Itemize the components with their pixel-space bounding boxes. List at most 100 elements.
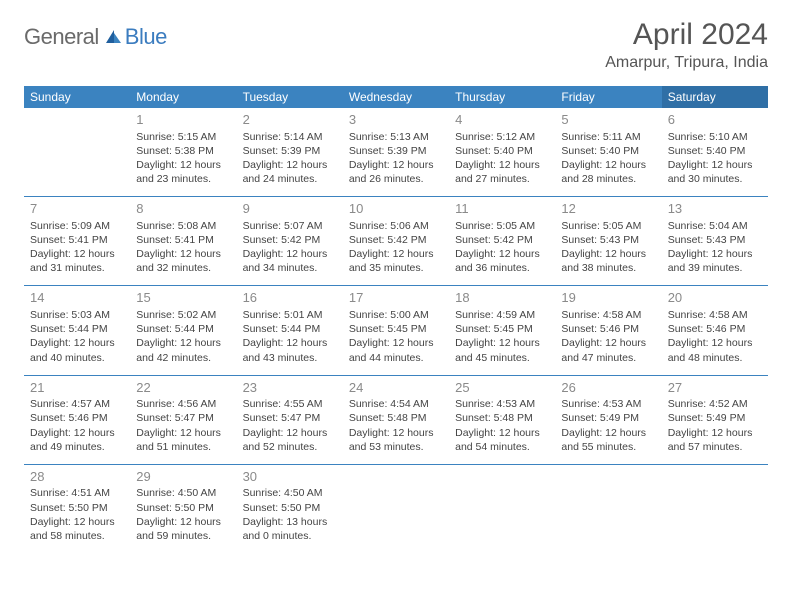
dow-monday: Monday xyxy=(130,86,236,108)
sunrise-line: Sunrise: 5:05 AM xyxy=(455,219,549,233)
sunrise-line: Sunrise: 4:56 AM xyxy=(136,397,230,411)
sunset-line: Sunset: 5:48 PM xyxy=(455,411,549,425)
sunrise-line: Sunrise: 4:57 AM xyxy=(30,397,124,411)
sunrise-line: Sunrise: 5:05 AM xyxy=(561,219,655,233)
day-cell: 26Sunrise: 4:53 AMSunset: 5:49 PMDayligh… xyxy=(555,376,661,465)
sunrise-line: Sunrise: 4:51 AM xyxy=(30,486,124,500)
day-number: 26 xyxy=(561,379,655,397)
sunset-line: Sunset: 5:46 PM xyxy=(561,322,655,336)
day-number: 2 xyxy=(243,111,337,129)
sunset-line: Sunset: 5:42 PM xyxy=(243,233,337,247)
sunrise-line: Sunrise: 5:02 AM xyxy=(136,308,230,322)
sunset-line: Sunset: 5:44 PM xyxy=(136,322,230,336)
day-number: 16 xyxy=(243,289,337,307)
day-cell: 1Sunrise: 5:15 AMSunset: 5:38 PMDaylight… xyxy=(130,108,236,197)
day-cell: 24Sunrise: 4:54 AMSunset: 5:48 PMDayligh… xyxy=(343,376,449,465)
day-number: 13 xyxy=(668,200,762,218)
sunrise-line: Sunrise: 5:11 AM xyxy=(561,130,655,144)
sunrise-line: Sunrise: 5:09 AM xyxy=(30,219,124,233)
day-number: 4 xyxy=(455,111,549,129)
day-number: 3 xyxy=(349,111,443,129)
day-number: 8 xyxy=(136,200,230,218)
dow-wednesday: Wednesday xyxy=(343,86,449,108)
sunset-line: Sunset: 5:48 PM xyxy=(349,411,443,425)
day-cell xyxy=(555,465,661,553)
sunrise-line: Sunrise: 5:01 AM xyxy=(243,308,337,322)
daylight-line: Daylight: 12 hours and 53 minutes. xyxy=(349,426,443,454)
day-number: 5 xyxy=(561,111,655,129)
header: General Blue April 2024 Amarpur, Tripura… xyxy=(24,18,768,72)
daylight-line: Daylight: 12 hours and 34 minutes. xyxy=(243,247,337,275)
day-cell: 3Sunrise: 5:13 AMSunset: 5:39 PMDaylight… xyxy=(343,108,449,197)
day-number: 11 xyxy=(455,200,549,218)
sunset-line: Sunset: 5:41 PM xyxy=(30,233,124,247)
daylight-line: Daylight: 12 hours and 39 minutes. xyxy=(668,247,762,275)
daylight-line: Daylight: 12 hours and 36 minutes. xyxy=(455,247,549,275)
dow-friday: Friday xyxy=(555,86,661,108)
sunset-line: Sunset: 5:45 PM xyxy=(349,322,443,336)
daylight-line: Daylight: 12 hours and 51 minutes. xyxy=(136,426,230,454)
day-number: 25 xyxy=(455,379,549,397)
day-number: 1 xyxy=(136,111,230,129)
sunset-line: Sunset: 5:47 PM xyxy=(136,411,230,425)
month-title: April 2024 xyxy=(605,18,768,52)
daylight-line: Daylight: 12 hours and 48 minutes. xyxy=(668,336,762,364)
sunset-line: Sunset: 5:45 PM xyxy=(455,322,549,336)
day-number: 23 xyxy=(243,379,337,397)
daylight-line: Daylight: 12 hours and 40 minutes. xyxy=(30,336,124,364)
dow-saturday: Saturday xyxy=(662,86,768,108)
daylight-line: Daylight: 12 hours and 38 minutes. xyxy=(561,247,655,275)
sunrise-line: Sunrise: 4:55 AM xyxy=(243,397,337,411)
dow-thursday: Thursday xyxy=(449,86,555,108)
day-cell: 21Sunrise: 4:57 AMSunset: 5:46 PMDayligh… xyxy=(24,376,130,465)
day-cell: 25Sunrise: 4:53 AMSunset: 5:48 PMDayligh… xyxy=(449,376,555,465)
day-cell xyxy=(24,108,130,197)
dow-row: Sunday Monday Tuesday Wednesday Thursday… xyxy=(24,86,768,108)
sunrise-line: Sunrise: 5:04 AM xyxy=(668,219,762,233)
daylight-line: Daylight: 12 hours and 59 minutes. xyxy=(136,515,230,543)
day-cell: 20Sunrise: 4:58 AMSunset: 5:46 PMDayligh… xyxy=(662,286,768,375)
sunrise-line: Sunrise: 5:08 AM xyxy=(136,219,230,233)
week-row: 14Sunrise: 5:03 AMSunset: 5:44 PMDayligh… xyxy=(24,286,768,375)
sunrise-line: Sunrise: 4:59 AM xyxy=(455,308,549,322)
day-cell: 18Sunrise: 4:59 AMSunset: 5:45 PMDayligh… xyxy=(449,286,555,375)
sunset-line: Sunset: 5:49 PM xyxy=(668,411,762,425)
sunset-line: Sunset: 5:40 PM xyxy=(561,144,655,158)
sunrise-line: Sunrise: 4:53 AM xyxy=(561,397,655,411)
logo: General Blue xyxy=(24,24,167,50)
title-block: April 2024 Amarpur, Tripura, India xyxy=(605,18,768,72)
sunrise-line: Sunrise: 4:54 AM xyxy=(349,397,443,411)
day-number: 10 xyxy=(349,200,443,218)
daylight-line: Daylight: 12 hours and 26 minutes. xyxy=(349,158,443,186)
sunrise-line: Sunrise: 4:50 AM xyxy=(243,486,337,500)
day-cell: 2Sunrise: 5:14 AMSunset: 5:39 PMDaylight… xyxy=(237,108,343,197)
daylight-line: Daylight: 12 hours and 45 minutes. xyxy=(455,336,549,364)
sunrise-line: Sunrise: 5:00 AM xyxy=(349,308,443,322)
day-cell xyxy=(343,465,449,553)
day-number: 20 xyxy=(668,289,762,307)
sunrise-line: Sunrise: 4:58 AM xyxy=(561,308,655,322)
sunset-line: Sunset: 5:43 PM xyxy=(668,233,762,247)
day-number: 29 xyxy=(136,468,230,486)
day-cell xyxy=(662,465,768,553)
daylight-line: Daylight: 12 hours and 54 minutes. xyxy=(455,426,549,454)
sunset-line: Sunset: 5:41 PM xyxy=(136,233,230,247)
day-cell: 17Sunrise: 5:00 AMSunset: 5:45 PMDayligh… xyxy=(343,286,449,375)
sunset-line: Sunset: 5:44 PM xyxy=(243,322,337,336)
logo-text-blue: Blue xyxy=(125,24,167,50)
day-number: 30 xyxy=(243,468,337,486)
sunset-line: Sunset: 5:40 PM xyxy=(455,144,549,158)
day-cell: 4Sunrise: 5:12 AMSunset: 5:40 PMDaylight… xyxy=(449,108,555,197)
day-number: 24 xyxy=(349,379,443,397)
daylight-line: Daylight: 12 hours and 28 minutes. xyxy=(561,158,655,186)
day-number: 6 xyxy=(668,111,762,129)
day-cell: 15Sunrise: 5:02 AMSunset: 5:44 PMDayligh… xyxy=(130,286,236,375)
week-row: 1Sunrise: 5:15 AMSunset: 5:38 PMDaylight… xyxy=(24,108,768,197)
sunset-line: Sunset: 5:40 PM xyxy=(668,144,762,158)
daylight-line: Daylight: 12 hours and 47 minutes. xyxy=(561,336,655,364)
sunset-line: Sunset: 5:42 PM xyxy=(349,233,443,247)
day-cell: 5Sunrise: 5:11 AMSunset: 5:40 PMDaylight… xyxy=(555,108,661,197)
day-number: 17 xyxy=(349,289,443,307)
day-cell: 6Sunrise: 5:10 AMSunset: 5:40 PMDaylight… xyxy=(662,108,768,197)
sunset-line: Sunset: 5:43 PM xyxy=(561,233,655,247)
